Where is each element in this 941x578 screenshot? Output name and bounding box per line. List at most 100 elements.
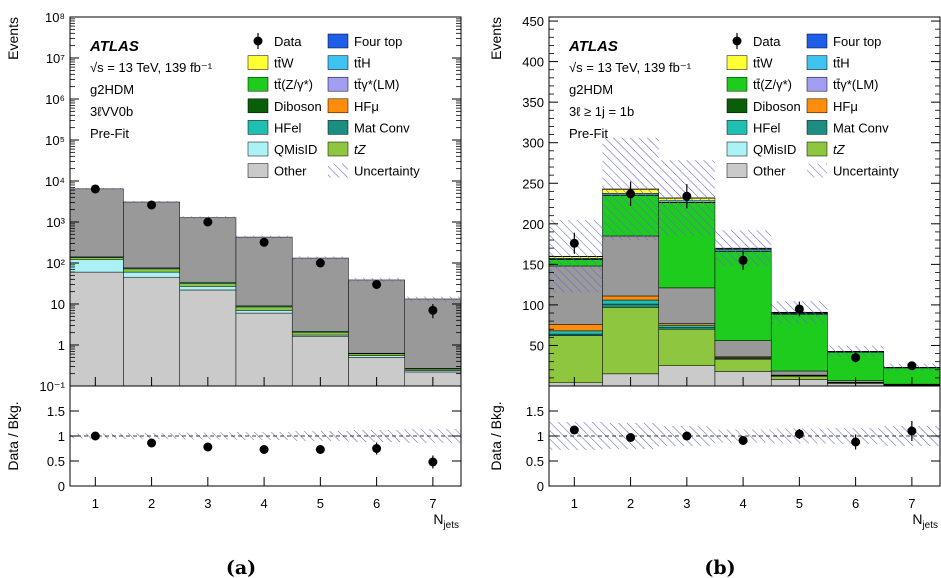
legend-label-MatConv: Mat Conv [833,120,889,135]
info-line-2: g2HDM [569,82,613,97]
info-line-4: Pre-Fit [569,126,608,141]
legend-swatch-QMisID [726,141,748,157]
data-point-7 [428,305,438,315]
x-tick-label-4: 4 [739,496,746,511]
x-axis-label-sub: jets [442,520,459,531]
bar-Diboson-1 [69,188,124,258]
legend-label-ttgammaLM: tt̄γ*(LM) [833,77,879,92]
y-tick-label-8: 450 [522,14,544,29]
ratio-point-6 [372,444,382,453]
legend-label-diboson: Diboson [274,99,322,114]
x-tick-label-5: 5 [796,496,803,511]
legend-swatch-ttgammaLM [327,76,349,92]
x-tick-label-4: 4 [260,496,267,511]
legend-label-MatConv: Mat Conv [354,120,410,135]
ratio-tick-label-0: 0 [537,479,544,494]
ratio-point-6 [851,437,861,447]
x-tick-label-1: 1 [571,496,578,511]
bar-HFel-2 [602,299,659,305]
y-tick-label-6: 350 [522,95,544,110]
ratio-point-3 [682,431,692,441]
data-point-1 [90,184,100,194]
legend-swatch-HFel [726,120,748,135]
bar-Diboson-3 [179,217,237,283]
bar-MatConv-2 [602,303,659,308]
legend-swatch-diboson [247,98,269,114]
legend-label-ttZ: tt̄(Z/γ*) [274,77,313,92]
legend-label-HFel: HFel [274,120,302,135]
legend-swatch-ttZ [726,76,748,92]
ratio-point-2 [147,438,157,448]
legend-swatch-Other [247,163,269,178]
legend-label-data: Data [274,34,302,49]
legend-label-tZ: tZ [833,142,846,157]
legend-swatch-uncertainty [807,163,827,178]
y-tick-label-4: 10³ [46,215,65,230]
x-tick-label-7: 7 [908,496,915,511]
bar-tZ-1 [548,335,603,384]
legend-swatch-tZ [806,141,828,157]
legend-swatch-ttZ [247,76,269,92]
legend-label-ttZ: tt̄(Z/γ*) [753,77,792,92]
y-tick-label-8: 10⁷ [46,51,65,66]
uncertainty-band-5 [292,256,349,260]
legend-label-HFel: HFel [753,120,781,135]
x-axis-label-main: N [433,511,443,527]
atlas-label: ATLAS [568,38,618,55]
bar-HFmu-2 [602,295,659,301]
legend-swatch-four_top [806,33,828,49]
bar-Diboson-4 [714,340,772,358]
x-axis-label: Njets [912,511,938,531]
x-tick-label-6: 6 [852,496,859,511]
uncertainty-band-6 [827,345,884,357]
bar-QMisID-3 [179,286,237,291]
caption-a: (a) [226,557,256,578]
data-point-3 [682,191,692,201]
legend-label-HFmu: HFμ [354,99,379,114]
bar-tZ-2 [602,307,659,375]
y-tick-label-3: 10² [46,256,65,271]
ratio-point-7 [428,457,438,467]
legend-swatch-HFel [247,120,269,135]
legend-label-ttgammaLM: tt̄γ*(LM) [354,77,400,92]
legend-label-HFmu: HFμ [833,99,858,114]
bar-tZ-4 [235,306,293,311]
y-tick-label-2: 10 [51,297,65,312]
x-tick-label-2: 2 [627,496,634,511]
legend-swatch-MatConv [327,120,349,135]
legend-swatch-MatConv [806,120,828,135]
y-tick-label-9: 10⁸ [45,10,65,25]
legend-swatch-ttH [327,55,349,70]
bar-tZ-4 [714,358,772,372]
legend-label-uncertainty: Uncertainty [833,164,899,179]
y-tick-label-1: 1 [58,338,65,353]
y-axis-label: Events [488,17,504,60]
bar-QMisID-4 [235,310,293,314]
legend-label-Other: Other [274,164,307,179]
panel-b: Events Data / Bkg. Njets ATLAS √s = 13 T… [488,14,941,578]
legend-label-QMisID: QMisID [274,142,317,157]
y-tick-label-2: 150 [522,257,544,272]
bar-QMisID-6 [348,355,405,358]
data-point-2 [626,189,636,199]
x-tick-label-5: 5 [317,496,324,511]
bar-ttZ-5 [770,313,828,372]
legend-label-ttW: tt̄W [274,56,294,71]
legend-swatch-data-marker [253,36,263,46]
ratio-tick-label-2: 1 [58,429,65,444]
y-tick-label-7: 400 [522,55,544,70]
ratio-tick-label-3: 1.5 [526,404,544,419]
legend-label-data: Data [753,34,781,49]
ratio-point-2 [626,433,636,442]
data-point-4 [259,237,269,247]
bar-HFel-3 [658,324,716,328]
legend-label-four_top: Four top [354,34,402,49]
ratio-uncertainty-band-4 [235,432,293,440]
x-axis-label: Njets [433,511,459,531]
bar-tZ-5 [291,331,349,336]
x-tick-label-3: 3 [683,496,690,511]
ratio-uncertainty-band-6 [348,430,405,442]
bar-Diboson-5 [770,370,828,376]
bar-tZ-3 [179,283,237,287]
